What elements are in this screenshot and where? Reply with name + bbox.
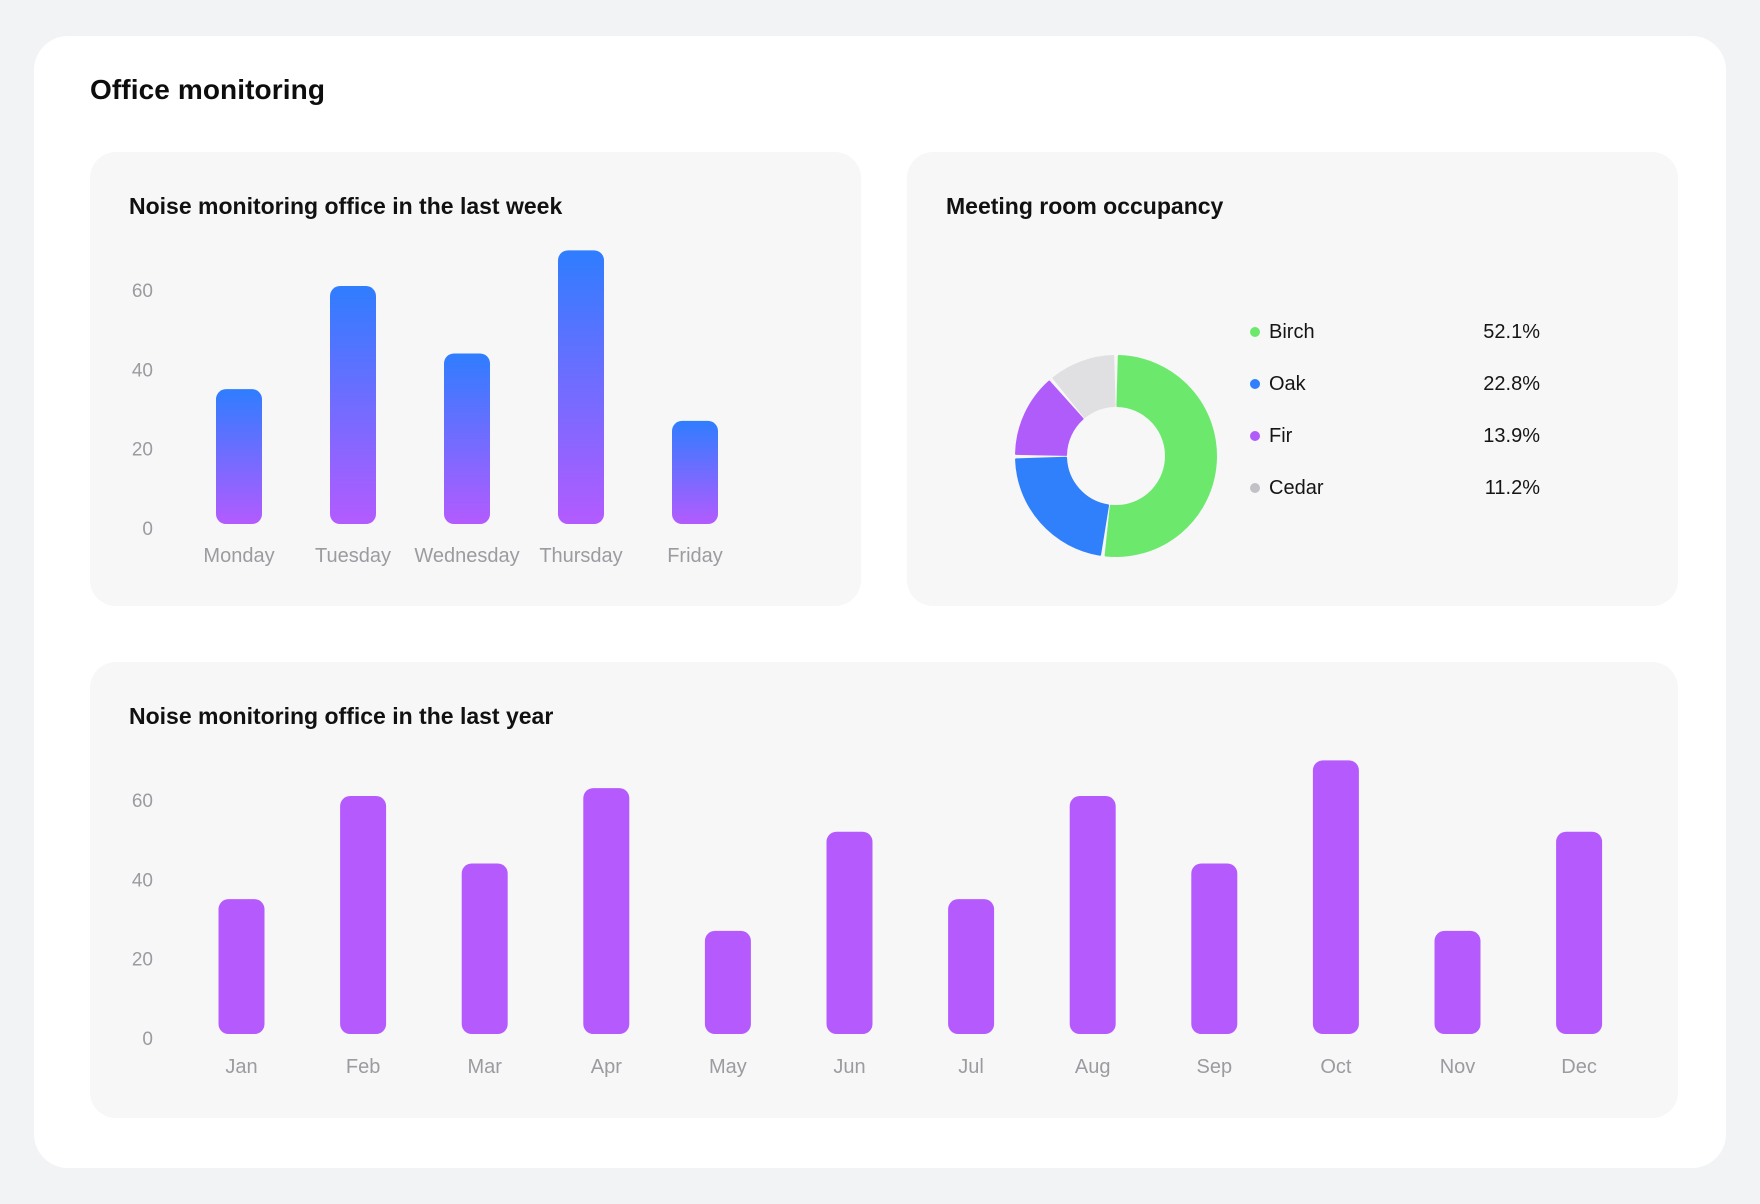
- x-category-label: Aug: [1075, 1056, 1111, 1078]
- legend-label: Cedar: [1269, 476, 1324, 499]
- bar-oct[interactable]: [1312, 760, 1359, 1034]
- bar-wednesday[interactable]: [444, 353, 490, 524]
- x-category-label: May: [709, 1056, 747, 1078]
- yearly-noise-card: Noise monitoring office in the last year…: [90, 662, 1678, 1118]
- bar-mar[interactable]: [461, 863, 508, 1034]
- legend-label: Fir: [1269, 424, 1293, 447]
- bar-jul[interactable]: [948, 899, 995, 1034]
- bar-friday[interactable]: [672, 420, 718, 524]
- x-category-label: Nov: [1440, 1056, 1476, 1078]
- bar-monday[interactable]: [216, 389, 262, 524]
- x-category-label: Friday: [667, 545, 723, 567]
- bar-sep[interactable]: [1191, 863, 1238, 1034]
- weekly-noise-title: Noise monitoring office in the last week: [129, 193, 563, 219]
- legend-value: 52.1%: [1483, 320, 1540, 343]
- bar-apr[interactable]: [583, 788, 630, 1034]
- x-category-label: Dec: [1561, 1056, 1597, 1078]
- legend-item-fir[interactable]: Fir 13.9%: [1250, 421, 1540, 451]
- bar-may[interactable]: [704, 930, 751, 1034]
- bar-thursday[interactable]: [558, 250, 604, 524]
- bar-dec[interactable]: [1556, 831, 1603, 1034]
- x-category-label: Thursday: [539, 545, 622, 567]
- bar-jan[interactable]: [218, 899, 265, 1034]
- y-tick-label: 0: [142, 519, 153, 540]
- meeting-room-title: Meeting room occupancy: [946, 193, 1224, 219]
- slice-oak[interactable]: [1015, 456, 1110, 556]
- occupancy-donut-chart: [1015, 355, 1217, 557]
- legend-label: Oak: [1269, 372, 1306, 395]
- weekly-noise-card: Noise monitoring office in the last week…: [90, 152, 861, 606]
- bar-nov[interactable]: [1434, 930, 1481, 1034]
- legend-item-birch[interactable]: Birch 52.1%: [1250, 317, 1540, 347]
- x-category-label: Mar: [467, 1056, 502, 1078]
- slice-fir[interactable]: [1015, 380, 1084, 456]
- legend-value: 11.2%: [1484, 476, 1540, 499]
- x-category-label: Apr: [591, 1056, 622, 1078]
- x-category-label: Tuesday: [315, 545, 391, 567]
- x-category-label: Sep: [1197, 1056, 1233, 1078]
- page-title: Office monitoring: [90, 74, 326, 105]
- birch-swatch: [1250, 327, 1260, 337]
- legend-value: 22.8%: [1483, 372, 1540, 395]
- yearly-noise-title: Noise monitoring office in the last year: [129, 703, 554, 729]
- x-category-label: Jul: [958, 1056, 984, 1078]
- x-category-label: Feb: [346, 1056, 380, 1078]
- legend-label: Birch: [1269, 320, 1315, 343]
- oak-swatch: [1250, 379, 1260, 389]
- bar-aug[interactable]: [1069, 796, 1116, 1034]
- y-tick-label: 60: [132, 791, 153, 812]
- y-tick-label: 20: [132, 440, 153, 461]
- bar-jun[interactable]: [826, 831, 873, 1034]
- legend-value: 13.9%: [1483, 424, 1540, 447]
- weekly-noise-chart: 0 20 40 60 Monday Tuesday Wednesday Thursday Fri…: [132, 250, 723, 567]
- meeting-room-card: Meeting room occupancy Birch 52.1% Oak 2…: [907, 152, 1678, 606]
- slice-birch[interactable]: [1104, 355, 1217, 557]
- yearly-noise-chart: 0 20 40 60 Jan Feb Mar Apr May Jun Jul Aug Sep Oct Nov…: [132, 760, 1603, 1078]
- y-tick-label: 40: [132, 360, 153, 381]
- bar-feb[interactable]: [340, 796, 387, 1034]
- legend-item-cedar[interactable]: Cedar 11.2%: [1250, 473, 1540, 503]
- slice-cedar[interactable]: [1052, 355, 1116, 418]
- x-category-label: Oct: [1320, 1056, 1352, 1078]
- y-tick-label: 60: [132, 281, 153, 302]
- y-tick-label: 0: [142, 1029, 153, 1050]
- x-category-label: Jan: [225, 1056, 257, 1078]
- bar-tuesday[interactable]: [330, 286, 376, 524]
- fir-swatch: [1250, 431, 1260, 441]
- x-category-label: Jun: [833, 1056, 865, 1078]
- y-tick-label: 20: [132, 950, 153, 971]
- x-category-label: Monday: [203, 545, 274, 567]
- legend-item-oak[interactable]: Oak 22.8%: [1250, 369, 1540, 399]
- cedar-swatch: [1250, 483, 1260, 493]
- x-category-label: Wednesday: [414, 545, 519, 567]
- y-tick-label: 40: [132, 870, 153, 891]
